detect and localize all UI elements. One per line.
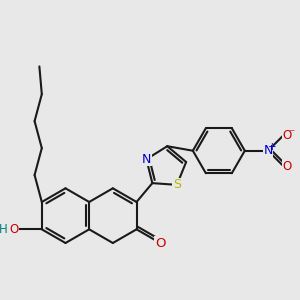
Text: ⁻: ⁻ [288,127,294,140]
Text: S: S [173,178,181,191]
Text: N: N [263,144,273,157]
Text: O: O [155,236,166,250]
Text: +: + [268,142,277,152]
Text: N: N [142,153,151,166]
Text: H: H [0,223,8,236]
Text: O: O [282,160,292,173]
Text: O: O [10,223,19,236]
Text: O: O [282,129,292,142]
